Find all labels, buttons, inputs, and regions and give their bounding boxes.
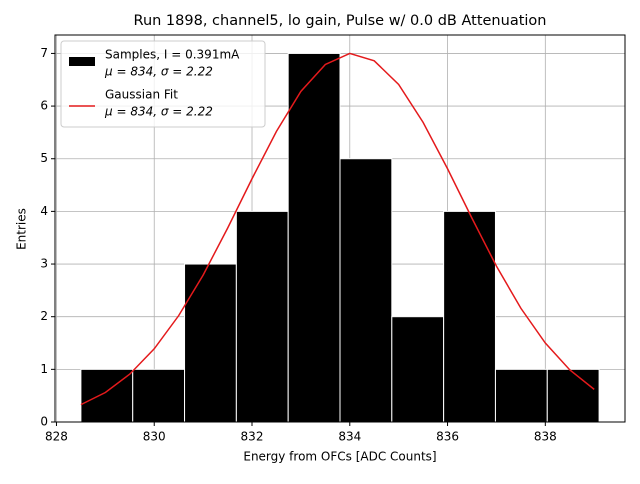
x-axis-label: Energy from OFCs [ADC Counts] — [243, 450, 436, 464]
x-tick-label: 828 — [45, 430, 68, 444]
plot-frame — [54, 34, 626, 423]
bar — [546, 368, 600, 423]
bar — [132, 368, 186, 423]
legend-label: Samples, I = 0.391mA — [105, 48, 240, 62]
legend-frame — [60, 40, 266, 128]
y-tick-label: 3 — [40, 257, 48, 271]
y-tick-label: 1 — [40, 362, 48, 376]
bar — [287, 52, 341, 423]
y-tick-label: 7 — [40, 46, 48, 60]
x-tick-label: 832 — [241, 430, 264, 444]
legend-stats: μ = 834, σ = 2.22 — [104, 105, 213, 119]
y-tick-label: 0 — [40, 415, 48, 429]
fit-line — [80, 52, 595, 406]
bar — [494, 368, 548, 423]
y-tick-label: 6 — [40, 99, 48, 113]
bar — [235, 210, 289, 423]
y-axis-label: Entries — [15, 208, 29, 250]
legend-stats: μ = 834, σ = 2.22 — [104, 65, 213, 79]
bar — [443, 210, 496, 423]
x-tick-label: 838 — [534, 430, 557, 444]
x-tick-label: 830 — [143, 430, 166, 444]
x-tick-label: 834 — [338, 430, 361, 444]
bar — [184, 263, 237, 423]
chart-title: Run 1898, channel5, lo gain, Pulse w/ 0.… — [134, 13, 547, 29]
legend: Samples, I = 0.391mA μ = 834, σ = 2.22 Gau… — [60, 40, 266, 128]
y-tick-label: 5 — [40, 151, 48, 165]
y-tick-label: 4 — [40, 204, 48, 218]
legend-label: Gaussian Fit — [105, 88, 178, 102]
x-tick-label: 836 — [436, 430, 459, 444]
bar — [391, 316, 445, 423]
y-tick-label: 2 — [40, 309, 48, 323]
bar — [339, 158, 393, 423]
legend-swatch — [69, 57, 95, 66]
